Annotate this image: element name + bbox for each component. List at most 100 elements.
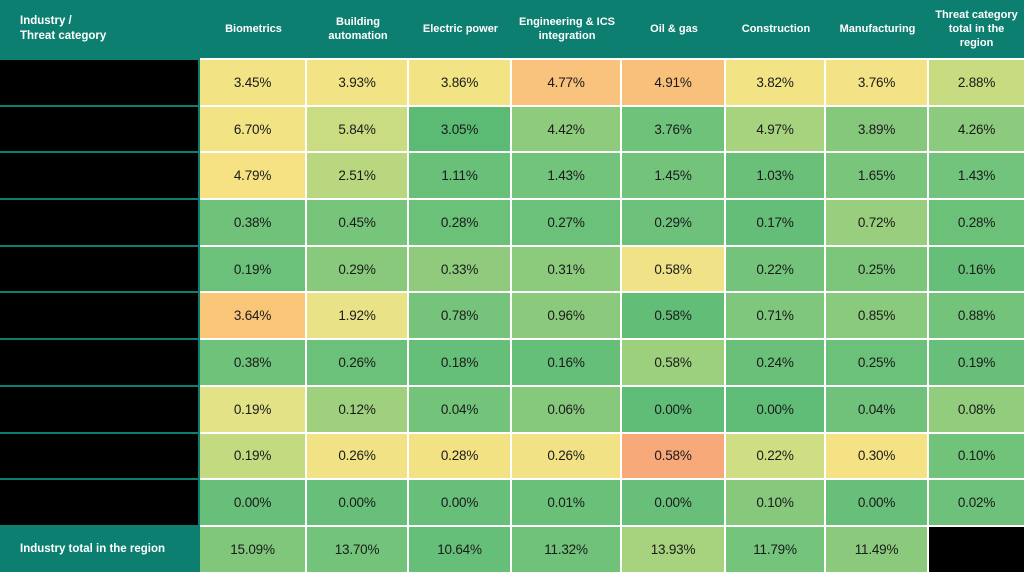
column-header-engineering-ics-integration: Engineering & ICS integration [512,0,622,58]
heatmap-cell: 0.29% [307,244,409,292]
heatmap-cell: 0.00% [622,384,726,432]
heatmap-cell: 0.00% [726,384,826,432]
heatmap-cell: 0.00% [409,478,512,525]
heatmap-cell: 2.88% [929,58,1024,105]
heatmap-cell: 0.72% [826,198,929,245]
heatmap-cell: 1.45% [622,151,726,199]
column-header-construction: Construction [726,0,826,58]
heatmap-cell: 0.12% [307,384,409,432]
redacted-row-label [0,478,200,525]
heatmap-cell: 0.22% [726,431,826,479]
heatmap-cell: 1.92% [307,291,409,339]
heatmap-cell: 0.06% [512,384,622,432]
heatmap-cell: 3.89% [826,104,929,152]
heatmap-cell: 0.16% [512,338,622,385]
heatmap-cell: 0.22% [726,244,826,292]
redacted-row-label [0,104,200,152]
heatmap-cell: 0.71% [726,291,826,339]
industry-total-cell: 10.64% [409,524,512,572]
heatmap-cell: 0.45% [307,198,409,245]
heatmap-cell: 0.04% [826,384,929,432]
heatmap-cell: 1.11% [409,151,512,199]
heatmap-cell: 0.19% [929,338,1024,385]
industry-total-cell: 11.49% [826,524,929,572]
heatmap-cell: 0.85% [826,291,929,339]
heatmap-cell: 5.84% [307,104,409,152]
heatmap-cell: 4.97% [726,104,826,152]
heatmap-cell: 0.26% [512,431,622,479]
column-header-biometrics: Biometrics [200,0,307,58]
redacted-row-label [0,58,200,105]
heatmap-cell: 1.43% [512,151,622,199]
heatmap-cell: 0.30% [826,431,929,479]
heatmap-cell: 4.91% [622,58,726,105]
column-header-building-automation: Building automation [307,0,409,58]
heatmap-cell: 0.28% [409,431,512,479]
heatmap-cell: 3.82% [726,58,826,105]
heatmap-cell: 1.03% [726,151,826,199]
heatmap-cell: 0.16% [929,244,1024,292]
industry-total-cell: 11.32% [512,524,622,572]
heatmap-cell: 3.64% [200,291,307,339]
heatmap-cell: 0.58% [622,291,726,339]
redacted-row-label [0,431,200,479]
industry-total-label: Industry total in the region [0,524,200,572]
redacted-row-label [0,338,200,385]
heatmap-cell: 1.65% [826,151,929,199]
heatmap-cell: 0.88% [929,291,1024,339]
heatmap-cell: 3.05% [409,104,512,152]
heatmap-cell: 0.19% [200,384,307,432]
heatmap-cell: 1.43% [929,151,1024,199]
heatmap-cell: 0.29% [622,198,726,245]
heatmap-cell: 0.28% [409,198,512,245]
heatmap-cell: 3.45% [200,58,307,105]
heatmap-cell: 0.00% [307,478,409,525]
heatmap-cell: 0.19% [200,431,307,479]
heatmap-cell: 0.08% [929,384,1024,432]
heatmap-cell: 0.58% [622,431,726,479]
heatmap-cell: 0.33% [409,244,512,292]
heatmap-cell: 0.02% [929,478,1024,525]
heatmap-cell: 3.76% [826,58,929,105]
heatmap-cell: 0.10% [726,478,826,525]
redacted-total-cell [929,524,1024,572]
heatmap-cell: 4.77% [512,58,622,105]
heatmap-cell: 0.38% [200,338,307,385]
redacted-row-label [0,291,200,339]
heatmap-cell: 4.42% [512,104,622,152]
redacted-row-label [0,198,200,245]
column-header-threat-category-total-in-the-region: Threat category total in the region [929,0,1024,58]
heatmap-cell: 0.00% [826,478,929,525]
heatmap-cell: 0.31% [512,244,622,292]
redacted-row-label [0,151,200,199]
heatmap-cell: 0.19% [200,244,307,292]
heatmap-cell: 3.93% [307,58,409,105]
heatmap-cell: 0.00% [200,478,307,525]
heatmap-cell: 3.76% [622,104,726,152]
heatmap-cell: 4.79% [200,151,307,199]
heatmap-cell: 0.26% [307,431,409,479]
heatmap-cell: 0.18% [409,338,512,385]
industry-total-cell: 13.70% [307,524,409,572]
industry-total-cell: 11.79% [726,524,826,572]
heatmap-cell: 0.58% [622,338,726,385]
heatmap-cell: 0.26% [307,338,409,385]
heatmap-cell: 0.25% [826,244,929,292]
heatmap-cell: 0.25% [826,338,929,385]
heatmap-cell: 0.10% [929,431,1024,479]
heatmap-cell: 0.04% [409,384,512,432]
corner-header: Industry / Threat category [0,0,200,58]
heatmap-cell: 0.17% [726,198,826,245]
heatmap-cell: 0.96% [512,291,622,339]
heatmap-cell: 4.26% [929,104,1024,152]
redacted-row-label [0,244,200,292]
column-header-manufacturing: Manufacturing [826,0,929,58]
heatmap-cell: 0.28% [929,198,1024,245]
heatmap-cell: 0.58% [622,244,726,292]
heatmap-cell: 3.86% [409,58,512,105]
heatmap-cell: 0.78% [409,291,512,339]
heatmap-cell: 0.00% [622,478,726,525]
heatmap-cell: 0.01% [512,478,622,525]
